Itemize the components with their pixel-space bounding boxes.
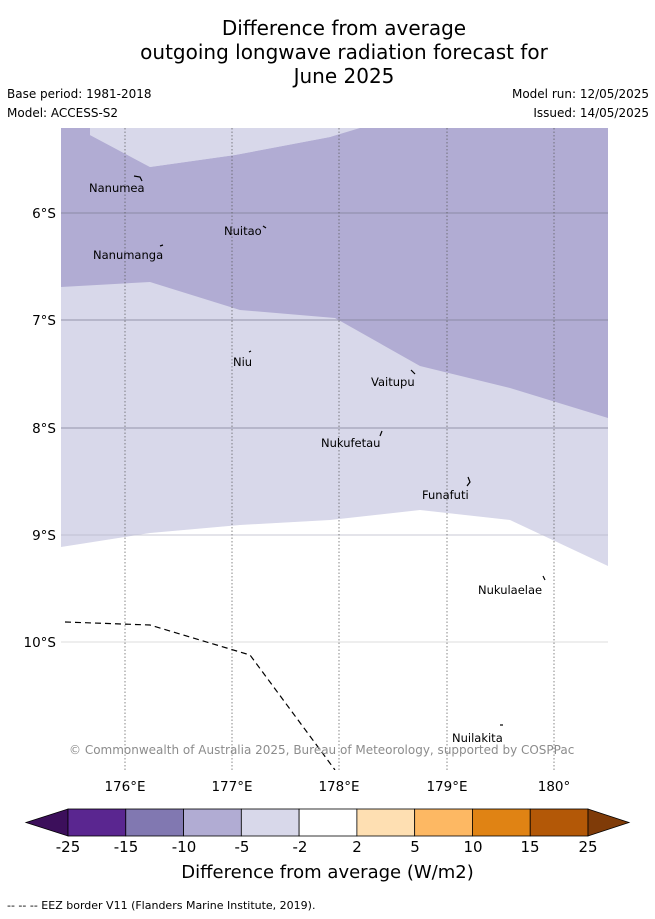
lat-label: 10°S [24,635,57,651]
base-period: Base period: 1981-2018 [7,87,152,101]
colorbar-tick: 10 [463,838,483,856]
model-name: Model: ACCESS-S2 [7,106,119,120]
colorbar [24,808,631,837]
lon-label: 179°E [426,779,467,795]
latitude-labels: 6°S 7°S 8°S 9°S 10°S [24,206,57,651]
longitude-labels: 176°E 177°E 178°E 179°E 180° [104,779,570,795]
place-label: Nukulaelae [478,583,542,597]
colorbar-extend-high [587,808,631,837]
place-label: Vaitupu [371,375,415,389]
colorbar-segment [356,808,416,837]
eez-border [64,621,336,770]
latitude-gridlines [61,212,608,643]
title-line-2: outgoing longwave radiation forecast for [140,40,548,64]
colorbar-segment [240,808,300,837]
place-label: Nuitao [224,224,262,238]
lon-label: 180° [538,779,571,795]
lat-label: 6°S [32,206,56,222]
place-label: Nuilakita [452,731,503,745]
place-label: Funafuti [422,488,469,502]
colorbar-tick: 15 [520,838,540,856]
issued-date: Issued: 14/05/2025 [533,106,649,120]
colorbar-tick: -2 [292,838,308,856]
band-minus10-to-minus5 [61,128,608,418]
colorbar-tick: 5 [410,838,420,856]
lat-label: 7°S [32,313,56,329]
colorbar-segment [298,808,358,837]
colorbar-segment [414,808,473,837]
copyright-notice: © Commonwealth of Australia 2025, Bureau… [69,743,574,757]
colorbar-tick: -25 [55,838,81,856]
colorbar-tick: -15 [113,838,139,856]
place-label: Nukufetau [321,436,380,450]
band-minus5-to-minus2-top [90,128,355,167]
colorbar-tick: 2 [352,838,362,856]
colorbar-label: Difference from average (W/m2) [181,862,474,883]
eez-footnote: -- -- -- EEZ border V11 (Flanders Marine… [7,899,316,912]
lon-label: 178°E [318,779,359,795]
lat-label: 8°S [32,421,56,437]
lon-label: 176°E [104,779,145,795]
colorbar-tick: -10 [171,838,197,856]
colorbar-segment [67,808,127,837]
place-label: Nanumea [89,181,145,195]
place-label: Niu [233,355,252,369]
lat-label: 9°S [32,528,56,544]
colorbar-segment [472,808,531,837]
lon-label: 177°E [211,779,252,795]
colorbar-segment [125,808,184,837]
title-line-3: June 2025 [293,64,395,88]
place-label: Nanumanga [93,248,163,262]
model-run: Model run: 12/05/2025 [511,87,649,101]
colorbar-tick: -5 [234,838,250,856]
colorbar-segment [183,808,242,837]
colorbar-extend-low [24,808,69,837]
place-labels: Nanumea Nuitao Nanumanga Niu Vaitupu Nuk… [89,181,542,745]
islands [133,175,546,726]
title-line-1: Difference from average [221,16,467,40]
colorbar-tick: 25 [578,838,598,856]
colorbar-segment [529,808,589,837]
